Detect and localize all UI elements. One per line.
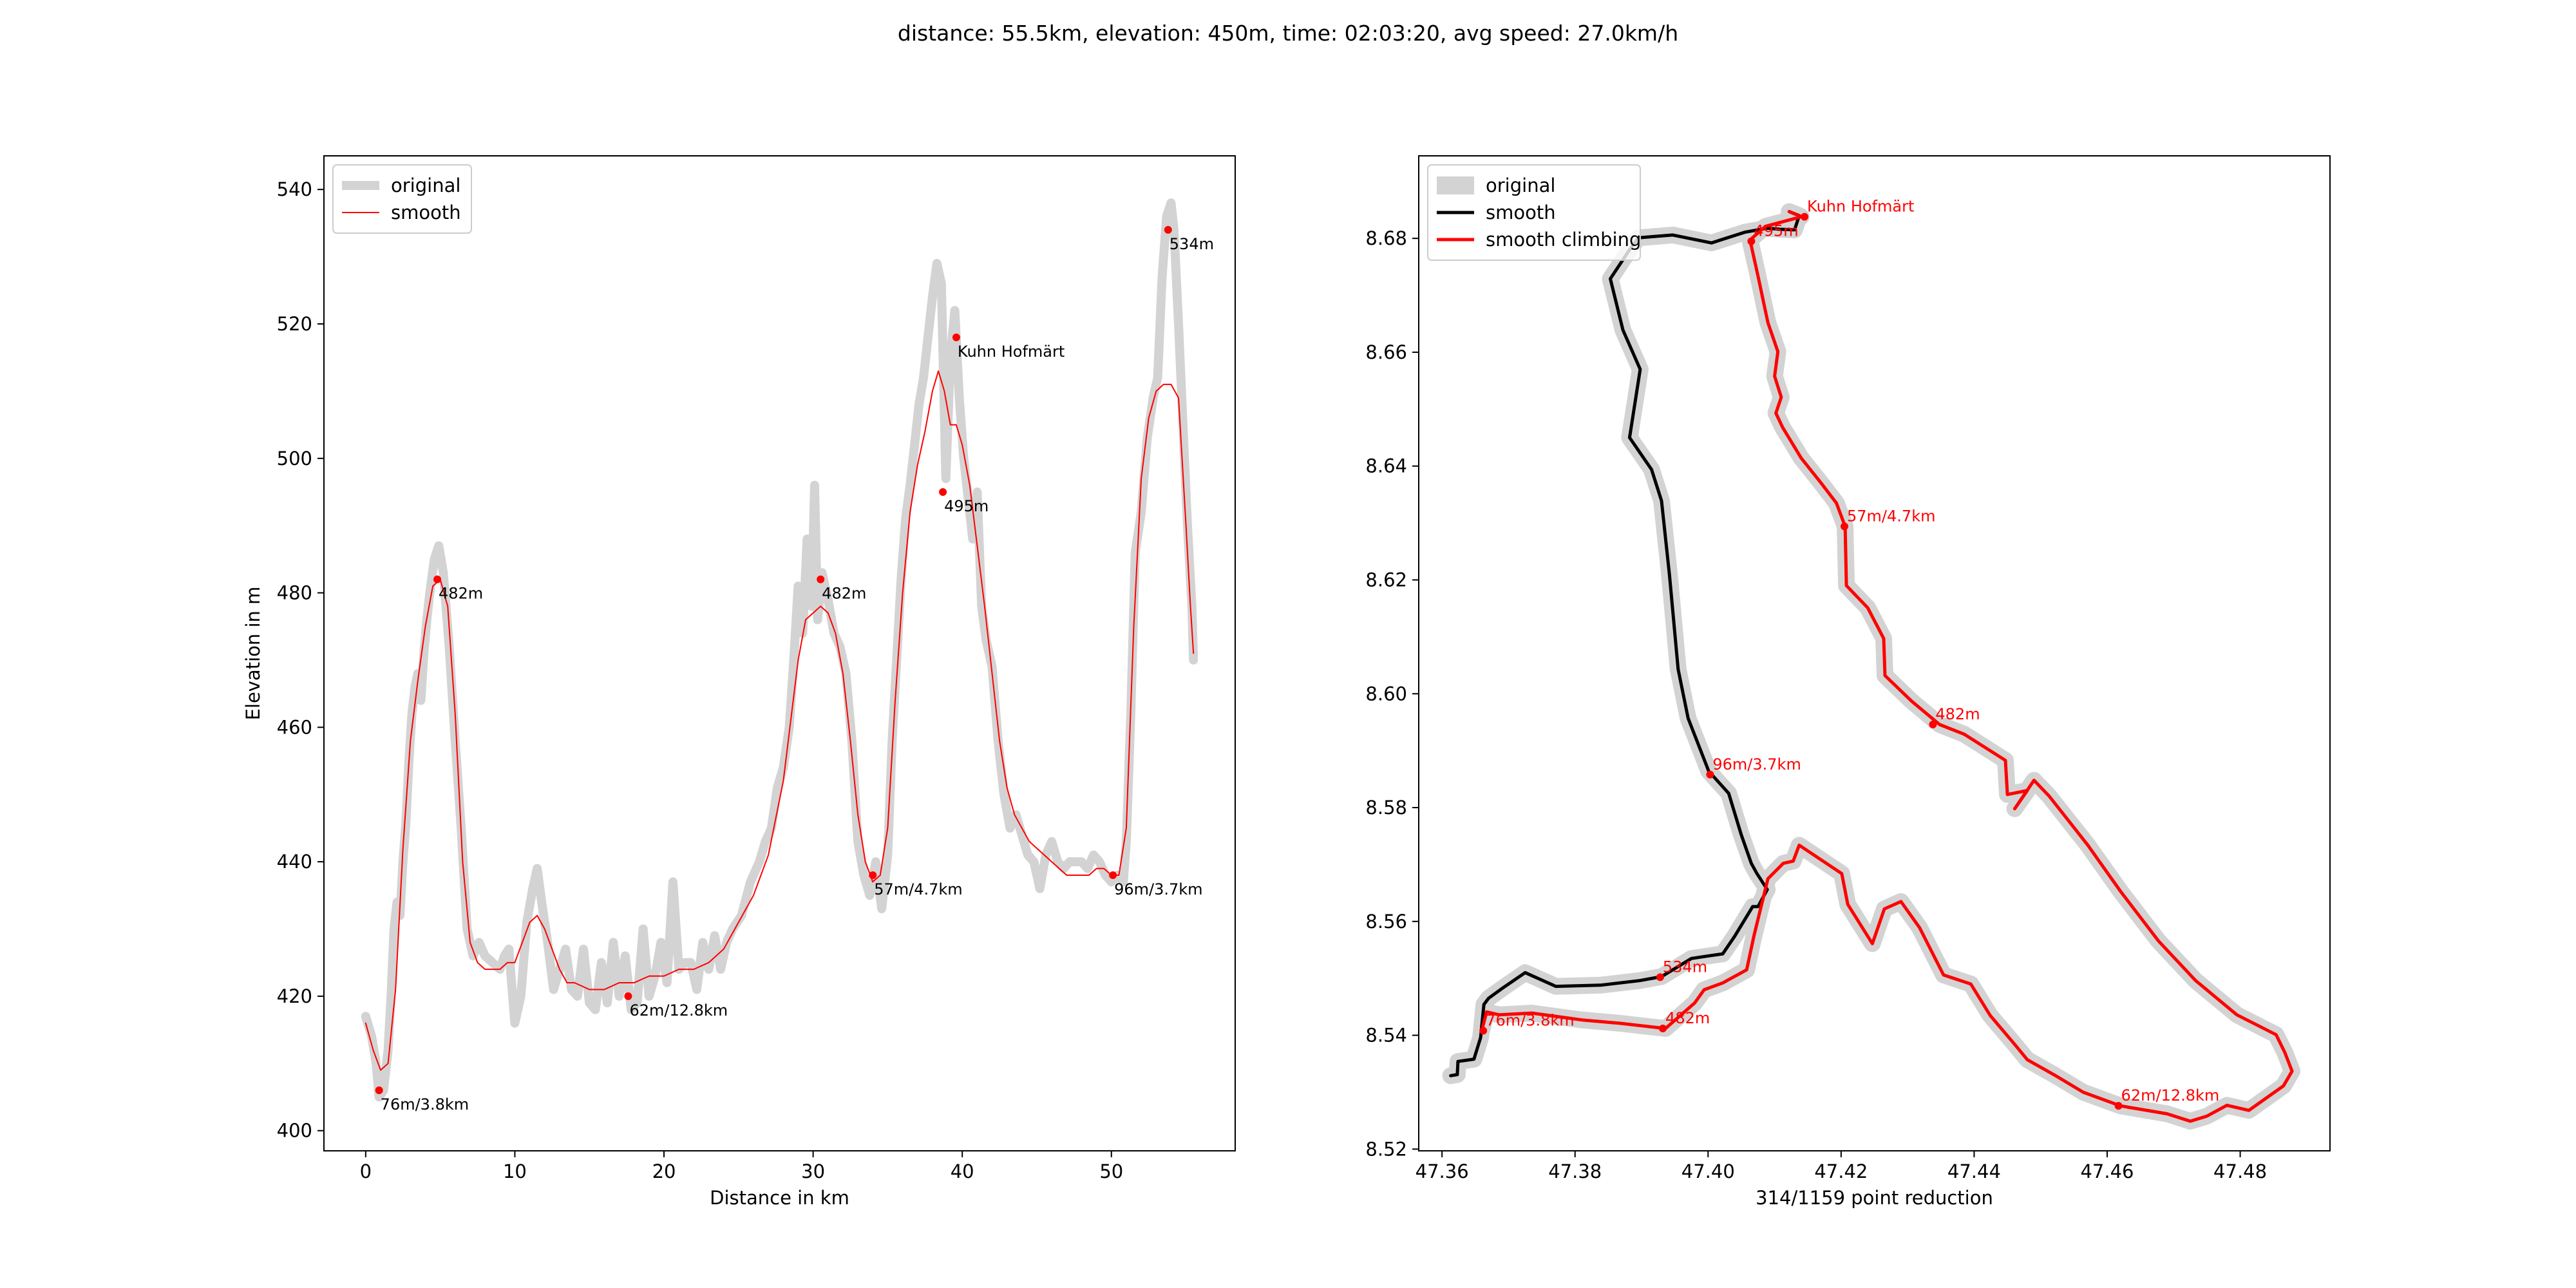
elevation-marker-label-6: Kuhn Hofmärt: [958, 343, 1065, 361]
elevation-marker-8: [1164, 225, 1172, 234]
elevation-ytick-label-0: 400: [277, 1120, 312, 1142]
elevation-marker-label-4: 57m/4.7km: [874, 880, 962, 898]
track-legend: [1427, 164, 1641, 261]
track-marker-label-6: 482m: [1665, 1009, 1710, 1027]
elevation-axes-frame: [323, 155, 1236, 1151]
smooth-series-line: [365, 370, 1195, 1071]
elevation-xtick-label-3: 30: [801, 1160, 825, 1182]
elevation-marker-7: [1109, 871, 1117, 879]
elevation-ytick-label-3: 460: [277, 716, 312, 738]
track-ytick-label-4: 8.60: [1365, 683, 1407, 705]
track-legend-label-0: original: [1486, 175, 1555, 196]
elevation-xtick-label-0: 0: [360, 1160, 372, 1182]
elevation-marker-label-1: 76m/3.8km: [381, 1095, 469, 1113]
track-marker-label-8: 62m/12.8km: [2121, 1086, 2220, 1104]
elevation-xtick-label-1: 10: [503, 1160, 527, 1182]
elevation-xtick-label-5: 50: [1099, 1160, 1123, 1182]
track-marker-1: [1747, 237, 1756, 245]
elevation-xtick-label-4: 40: [951, 1160, 974, 1182]
track-marker-0: [1801, 213, 1809, 221]
track-marker-label-7: 76m/3.8km: [1486, 1012, 1574, 1030]
track-marker-label-4: 96m/3.7km: [1712, 755, 1801, 773]
elevation-ytick-label-4: 480: [277, 582, 312, 604]
track-xtick-label-1: 47.38: [1548, 1160, 1602, 1182]
elevation-legend-label-0: original: [391, 175, 460, 196]
track-ytick-label-7: 8.66: [1365, 341, 1407, 363]
climbing-track-line: [1480, 210, 2294, 1123]
elevation-xlabel: Distance in km: [710, 1187, 849, 1209]
elevation-ytick-label-1: 420: [277, 985, 312, 1007]
elevation-chart: 482m 76m/3.8km 62m/12.8km 482m 57m/4.7km 495m…: [242, 155, 1236, 1209]
track-xtick-label-6: 47.48: [2213, 1160, 2267, 1182]
elevation-marker-4: [869, 871, 877, 879]
track-marker-label-1: 495m: [1754, 222, 1798, 240]
elevation-xtick-label-2: 20: [652, 1160, 676, 1182]
elevation-ytick-label-7: 540: [277, 178, 312, 200]
track-ytick-label-5: 8.62: [1365, 569, 1407, 591]
track-xtick-label-3: 47.42: [1814, 1160, 1868, 1182]
elevation-marker-6: [952, 333, 960, 341]
track-ytick-label-1: 8.54: [1365, 1025, 1407, 1046]
track-marker-label-3: 482m: [1935, 705, 1980, 723]
elevation-marker-label-0: 482m: [439, 585, 483, 603]
elevation-plot-area: [361, 198, 1198, 1102]
elevation-marker-label-8: 534m: [1170, 235, 1214, 253]
track-marker-4: [1706, 770, 1714, 779]
elevation-legend-label-1: smooth: [391, 202, 461, 223]
track-marker-label-5: 534m: [1663, 958, 1707, 976]
elevation-marker-label-3: 482m: [822, 585, 866, 603]
track-xtick-label-2: 47.40: [1681, 1160, 1735, 1182]
track-ytick-label-8: 8.68: [1365, 227, 1407, 249]
track-ytick-label-0: 8.52: [1365, 1138, 1407, 1160]
elevation-marker-label-5: 495m: [944, 497, 989, 515]
track-axes-frame: [1418, 155, 2331, 1151]
track-xtick-label-5: 47.46: [2080, 1160, 2134, 1182]
elevation-marker-label-7: 96m/3.7km: [1114, 880, 1202, 898]
track-marker-7: [1479, 1027, 1488, 1035]
track-plot-area: [1442, 203, 2301, 1130]
track-marker-3: [1929, 720, 1937, 728]
elevation-ytick-label-2: 440: [277, 851, 312, 873]
elevation-marker-label-2: 62m/12.8km: [629, 1001, 728, 1019]
elevation-marker-2: [624, 992, 632, 1000]
elevation-marker-0: [433, 575, 442, 583]
track-xlabel: 314/1159 point reduction: [1756, 1187, 1993, 1209]
track-xtick-label-0: 47.36: [1416, 1160, 1469, 1182]
smooth-track-line: [1449, 210, 1801, 1077]
elevation-ytick-label-5: 500: [277, 448, 312, 469]
track-ytick-label-6: 8.64: [1365, 455, 1407, 477]
track-ytick-label-2: 8.56: [1365, 911, 1407, 933]
track-legend-label-1: smooth: [1486, 202, 1556, 223]
track-legend-label-2: smooth climbing: [1486, 229, 1641, 251]
elevation-marker-5: [939, 488, 947, 496]
track-marker-6: [1659, 1024, 1667, 1032]
elevation-marker-3: [817, 575, 825, 583]
track-ytick-label-3: 8.58: [1365, 797, 1407, 819]
track-marker-label-2: 57m/4.7km: [1847, 507, 1935, 525]
figure-title: distance: 55.5km, elevation: 450m, time:…: [898, 21, 1678, 46]
elevation-ylabel: Elevation in m: [242, 587, 264, 721]
track-marker-2: [1841, 522, 1849, 531]
elevation-ytick-label-6: 520: [277, 313, 312, 335]
track-marker-5: [1656, 973, 1664, 981]
track-marker-8: [2114, 1102, 2123, 1110]
track-map-chart: Kuhn Hofmärt 495m 57m/4.7km 482m 96m/3.7km 53…: [1365, 155, 2331, 1209]
track-marker-label-0: Kuhn Hofmärt: [1807, 198, 1914, 216]
track-xtick-label-4: 47.44: [1947, 1160, 2001, 1182]
elevation-marker-1: [375, 1086, 383, 1095]
original-series-line: [361, 198, 1198, 1102]
